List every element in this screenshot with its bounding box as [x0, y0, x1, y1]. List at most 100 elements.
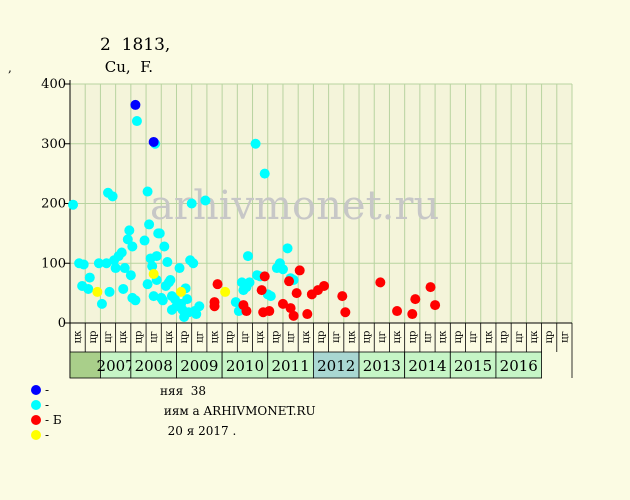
data-point — [260, 271, 270, 281]
category-label: цр — [133, 331, 144, 344]
category-label: цр — [270, 331, 281, 344]
legend-label: - Б — [45, 413, 62, 427]
category-label: цр — [88, 331, 99, 344]
data-point — [251, 139, 261, 149]
category-label: цк — [73, 330, 84, 343]
data-point — [124, 225, 134, 235]
data-point — [162, 257, 172, 267]
category-label: цг — [514, 331, 525, 343]
year-label: 2013 — [363, 357, 401, 375]
year-band: 2007 2008 2009 2010 2011 2012 2013 2014 2015 2016 — [70, 352, 542, 378]
data-point — [159, 242, 169, 252]
data-point — [158, 295, 168, 305]
category-label: цк — [392, 330, 403, 343]
data-point — [292, 288, 302, 298]
legend-label: -  — [45, 398, 53, 412]
data-point — [155, 228, 165, 238]
y-tick-label: 400 — [41, 77, 66, 92]
data-point — [426, 282, 436, 292]
data-point — [337, 291, 347, 301]
data-point — [266, 291, 276, 301]
data-point — [111, 263, 121, 273]
category-label: цр — [407, 331, 418, 344]
data-point — [283, 243, 293, 253]
y-tick-label: 0 — [58, 316, 66, 331]
chart-title: 2  1813,   — [100, 35, 181, 55]
legend-marker — [31, 385, 41, 395]
data-point — [83, 284, 93, 294]
data-point — [187, 199, 197, 209]
category-label: цк — [255, 330, 266, 343]
category-label: цк — [210, 330, 221, 343]
year-label: 2010 — [226, 357, 264, 375]
category-label: цг — [559, 331, 570, 343]
category-label: цр — [499, 331, 510, 344]
data-point — [295, 265, 305, 275]
data-point — [140, 236, 150, 246]
data-point — [130, 295, 140, 305]
data-point — [92, 287, 102, 297]
data-point — [152, 251, 162, 261]
category-label: цр — [179, 331, 190, 344]
data-point — [375, 277, 385, 287]
chart-subtitle:  Cu,  F. — [100, 58, 153, 76]
year-label: 2007 — [97, 357, 135, 375]
category-label: цр — [362, 331, 373, 344]
legend: - - - Б-  — [31, 383, 62, 442]
data-point — [284, 276, 294, 286]
data-point — [165, 275, 175, 285]
footer-line-3:   20 я 2017 . — [160, 424, 236, 438]
legend-label: -  — [45, 383, 53, 397]
y-tick-label: 100 — [41, 256, 66, 271]
category-label: цг — [103, 331, 114, 343]
data-point — [144, 219, 154, 229]
data-point — [302, 309, 312, 319]
category-label: цк — [438, 330, 449, 343]
legend-marker — [31, 430, 41, 440]
data-point — [245, 277, 255, 287]
year-label: 2016 — [500, 357, 538, 375]
year-label: 2011 — [271, 357, 309, 375]
y-tick-label: 200 — [41, 197, 66, 212]
data-point — [97, 299, 107, 309]
category-label: цг — [331, 331, 342, 343]
data-point — [243, 251, 253, 261]
category-label: цр — [453, 331, 464, 344]
category-label: цк — [118, 330, 129, 343]
data-point — [143, 279, 153, 289]
category-label: цр — [544, 331, 555, 344]
category-label: цг — [194, 331, 205, 343]
data-point — [108, 191, 118, 201]
data-point — [188, 258, 198, 268]
year-label: 2008 — [135, 357, 173, 375]
legend-label: -  — [45, 428, 53, 442]
footer-line-2:  иям а ARHIVMONET.RU — [160, 404, 316, 418]
data-point — [79, 259, 89, 269]
data-point — [105, 287, 115, 297]
data-point — [130, 100, 140, 110]
data-point — [149, 137, 159, 147]
data-point — [210, 297, 220, 307]
category-label: цг — [468, 331, 479, 343]
year-label: 2012 — [317, 357, 355, 375]
data-point — [241, 306, 251, 316]
category-label: цк — [164, 330, 175, 343]
data-point — [257, 285, 267, 295]
y-tick-labels: 0 100 200 300 400 — [41, 77, 70, 331]
year-label: 2014 — [408, 357, 446, 375]
data-point — [340, 307, 350, 317]
data-point — [430, 300, 440, 310]
legend-marker — [31, 400, 41, 410]
category-label: цр — [316, 331, 327, 344]
category-label: цг — [377, 331, 388, 343]
year-label: 2009 — [180, 357, 218, 375]
y-tick-label: 300 — [41, 137, 66, 152]
data-point — [143, 187, 153, 197]
data-point — [85, 273, 95, 283]
data-point — [264, 306, 274, 316]
category-label: цк — [483, 330, 494, 343]
data-point — [175, 263, 185, 273]
category-label: цг — [422, 331, 433, 343]
category-label: цг — [149, 331, 160, 343]
y-axis-unit: ,  — [8, 61, 16, 75]
